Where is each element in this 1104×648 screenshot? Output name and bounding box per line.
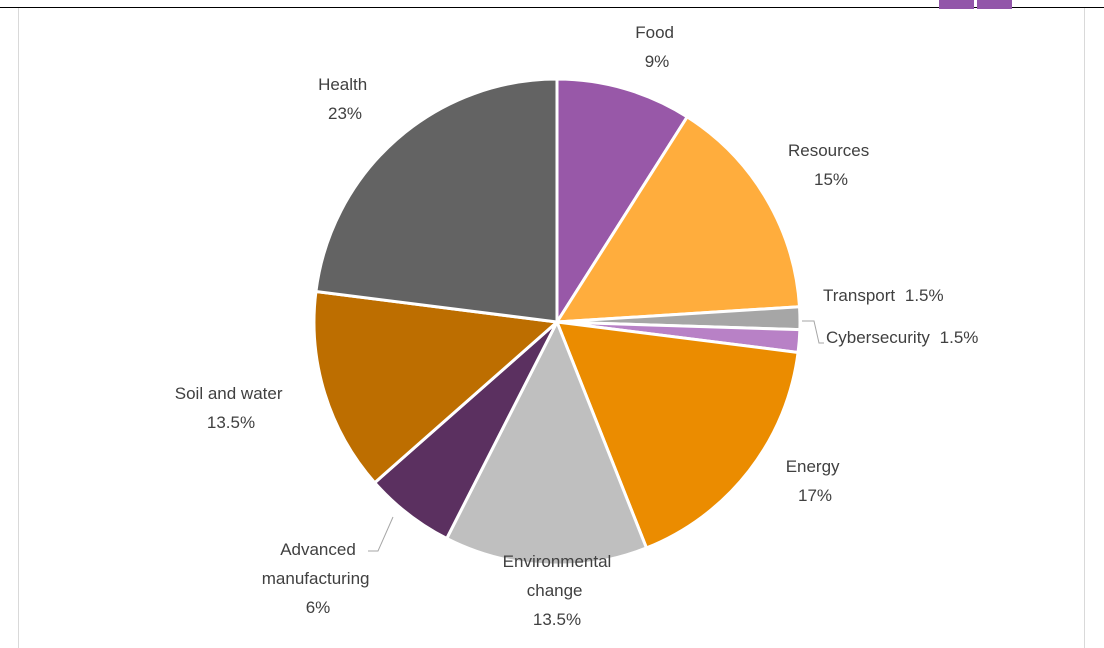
pie-slices	[312, 77, 802, 567]
slice-labels: Food 9% Resources 15% Transport 1.5% Cyb…	[175, 23, 979, 629]
label-cybersecurity: Cybersecurity 1.5%	[826, 328, 978, 347]
leader-advanced-manufacturing	[368, 516, 394, 552]
label-resources: Resources 15%	[788, 141, 874, 189]
label-transport: Transport 1.5%	[823, 286, 944, 305]
label-environmental-change-line2: change	[527, 581, 583, 600]
brand-logo-fragment	[939, 0, 1041, 9]
pie-slice-energy	[555, 320, 800, 550]
chart-area	[18, 8, 1085, 648]
label-advanced-manufacturing-line2: manufacturing	[262, 569, 370, 588]
label-energy: Energy 17%	[786, 457, 845, 505]
label-food: Food 9%	[635, 23, 678, 71]
pie-slice-soil-and-water	[312, 290, 559, 485]
header-rule	[0, 7, 1104, 8]
pie-slice-health	[314, 77, 559, 324]
pie-chart: Food 9% Resources 15% Transport 1.5% Cyb…	[175, 23, 979, 629]
label-health: Health 23%	[318, 75, 372, 123]
label-environmental-change: Environmental change 13.5%	[503, 552, 612, 629]
label-soil-and-water: Soil and water 13.5%	[175, 384, 287, 432]
logo-bar-right	[977, 0, 1012, 9]
leader-lines	[368, 320, 824, 552]
logo-bar-left	[939, 0, 974, 9]
label-advanced-manufacturing: Advanced manufacturing 6%	[262, 540, 374, 617]
leader-cybersecurity	[802, 320, 824, 344]
pie-slice-environmental-change	[445, 320, 648, 567]
pie-slice-resources	[555, 115, 802, 324]
pie-slice-food	[555, 77, 689, 324]
